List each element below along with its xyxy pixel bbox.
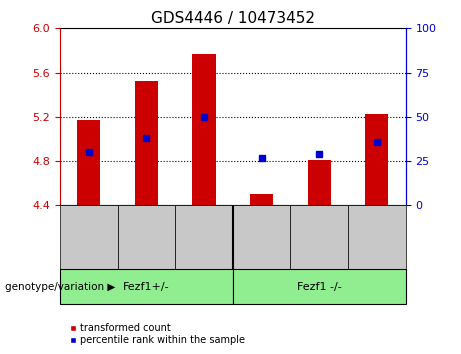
Title: GDS4446 / 10473452: GDS4446 / 10473452 [151, 11, 315, 26]
Text: Fezf1 -/-: Fezf1 -/- [297, 282, 342, 292]
Legend: transformed count, percentile rank within the sample: transformed count, percentile rank withi… [65, 319, 249, 349]
Text: Fezf1+/-: Fezf1+/- [123, 282, 170, 292]
Bar [290, 205, 348, 269]
Bar [308, 160, 331, 205]
Bar [250, 194, 273, 205]
Bar [348, 205, 406, 269]
Bar [60, 269, 233, 304]
Bar [365, 114, 388, 205]
Bar [77, 120, 100, 205]
Bar [118, 205, 175, 269]
Bar [193, 54, 216, 205]
Text: genotype/variation ▶: genotype/variation ▶ [5, 282, 115, 292]
Bar [175, 205, 233, 269]
Bar [135, 81, 158, 205]
Bar [233, 205, 290, 269]
Bar [60, 205, 118, 269]
Bar [233, 269, 406, 304]
